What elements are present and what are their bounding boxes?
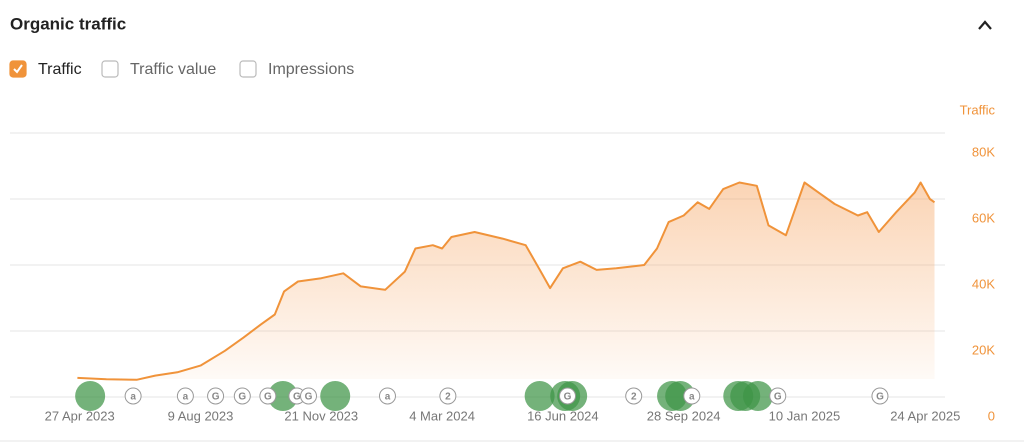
x-tick-label: 10 Jan 2025 (769, 408, 841, 423)
event-label: G (305, 392, 313, 403)
event-marker[interactable] (176, 387, 194, 405)
event-label: a (130, 392, 136, 403)
x-tick-label: 28 Sep 2024 (647, 408, 721, 423)
event-label: G (212, 392, 220, 403)
y-tick-label: 80K (972, 144, 995, 159)
event-marker[interactable] (625, 387, 643, 405)
x-tick-label: 24 Apr 2025 (890, 408, 960, 423)
event-label: G (876, 392, 884, 403)
event-label: 2 (631, 392, 637, 403)
event-marker[interactable] (683, 387, 701, 405)
event-marker[interactable] (378, 387, 396, 405)
update-marker[interactable] (320, 381, 351, 411)
area (77, 182, 935, 380)
event-marker[interactable] (871, 387, 889, 405)
checkbox[interactable] (239, 60, 257, 78)
update-marker[interactable] (75, 381, 106, 411)
checkbox-label[interactable]: Traffic (38, 61, 82, 78)
x-tick-label: 16 Jun 2024 (527, 408, 599, 423)
y-tick-label: 20K (972, 342, 995, 357)
event-label: a (385, 392, 391, 403)
x-tick-label: 9 Aug 2023 (168, 408, 234, 423)
event-label: G (293, 392, 301, 403)
y-tick-label: 40K (972, 276, 995, 291)
event-label: a (689, 392, 695, 403)
line (77, 181, 936, 381)
x-tick-label: 21 Nov 2023 (284, 408, 358, 423)
x-tick-label: 27 Apr 2023 (45, 408, 115, 423)
update-marker[interactable] (665, 381, 696, 411)
collapse-button[interactable] (978, 20, 992, 30)
event-label: a (183, 392, 189, 403)
event-marker[interactable] (439, 387, 457, 405)
widget-title: Organic traffic (10, 14, 126, 33)
checkbox-label[interactable]: Traffic value (130, 61, 216, 78)
checkbox-label[interactable]: Impressions (268, 61, 354, 78)
event-marker[interactable] (233, 387, 251, 405)
event-marker[interactable] (259, 387, 277, 405)
event-marker[interactable] (124, 387, 142, 405)
event-marker[interactable] (769, 387, 787, 405)
checkbox[interactable] (101, 60, 119, 78)
event-marker[interactable] (300, 387, 318, 405)
event-marker[interactable] (207, 387, 225, 405)
event-marker[interactable] (559, 387, 577, 405)
y-tick-label: 60K (972, 210, 995, 225)
event-label: G (238, 392, 246, 403)
update-marker[interactable] (524, 381, 555, 411)
event-label: G (264, 392, 272, 403)
update-marker[interactable] (743, 381, 773, 411)
event-label: 2 (445, 392, 451, 403)
checkmark (13, 64, 23, 74)
y-axis-label: Traffic (960, 102, 996, 117)
event-label: G (774, 392, 782, 403)
x-tick-label: 4 Mar 2024 (409, 408, 475, 423)
y-tick-label: 0 (988, 408, 995, 423)
update-marker[interactable] (267, 381, 298, 411)
event-label: G (564, 392, 572, 403)
